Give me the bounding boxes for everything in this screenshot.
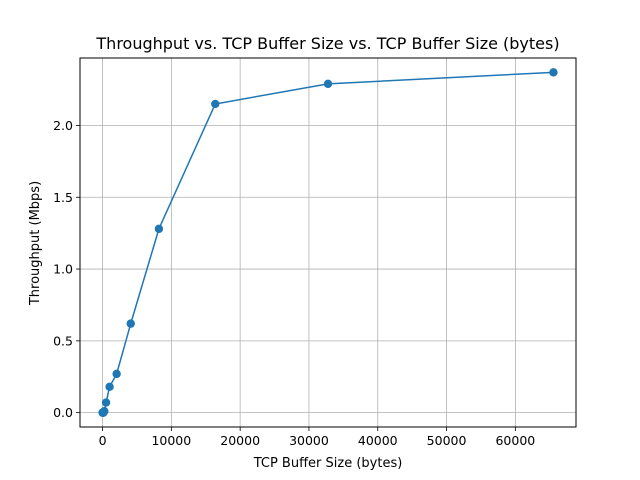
y-tick-label: 0.0 — [53, 405, 73, 420]
plot-area — [80, 58, 576, 427]
data-point — [112, 369, 121, 379]
x-axis-label: TCP Buffer Size (bytes) — [253, 456, 403, 471]
y-tick-label: 2.0 — [53, 118, 73, 133]
data-point — [323, 79, 333, 89]
data-point — [100, 407, 109, 416]
x-tick-label: 40000 — [358, 433, 398, 448]
x-tick-label: 60000 — [495, 433, 535, 448]
y-tick-label: 1.5 — [53, 190, 73, 205]
data-point — [549, 68, 558, 77]
data-point — [126, 319, 135, 328]
chart-title: Throughput vs. TCP Buffer Size vs. TCP B… — [95, 34, 559, 53]
plot-frame — [79, 57, 577, 428]
series-layer — [98, 68, 558, 417]
data-point — [101, 398, 111, 407]
y-tick-label: 1.0 — [53, 262, 73, 277]
grid-lines — [80, 58, 576, 427]
x-tick-label: 20000 — [220, 433, 260, 448]
data-point — [105, 382, 114, 391]
y-axis-label: Throughput (Mbps) — [28, 181, 43, 306]
x-tick-label: 0 — [99, 433, 107, 448]
data-point — [154, 224, 164, 234]
data-point — [211, 99, 220, 109]
y-tick-label: 0.5 — [53, 333, 73, 348]
x-tick-label: 10000 — [151, 433, 191, 448]
ticks: 0 10000 20000 30000 40000 50000 60000 0.0 0.5 1.0… — [53, 118, 535, 448]
x-tick-label: 50000 — [427, 433, 467, 448]
x-tick-label: 30000 — [289, 433, 329, 448]
